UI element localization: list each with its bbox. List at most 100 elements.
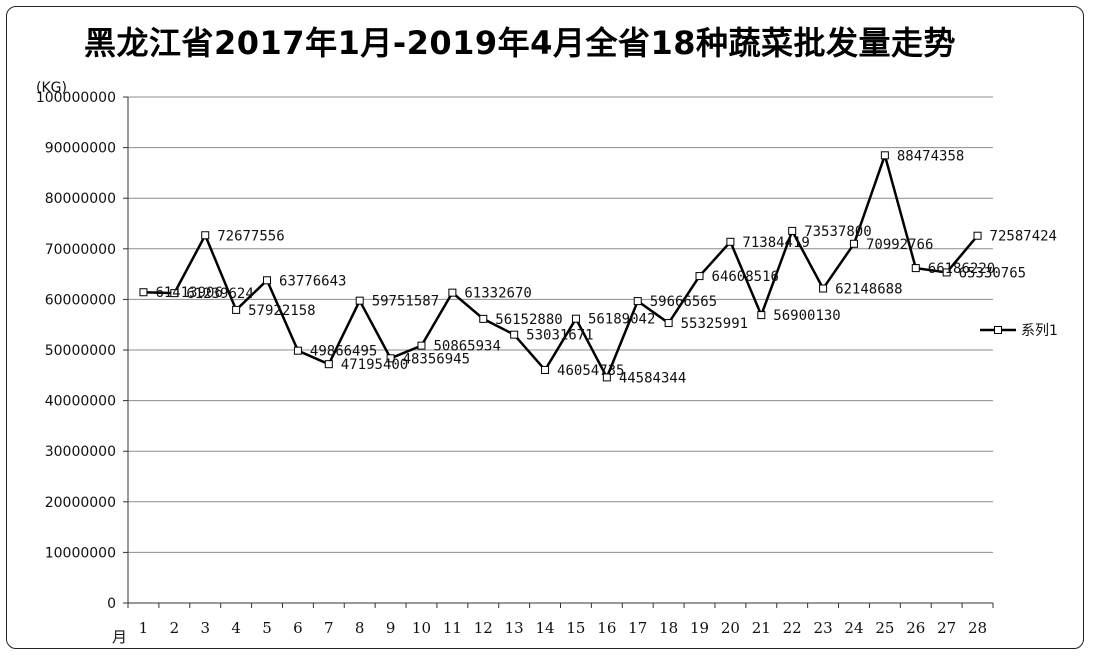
x-tick-label: 25 <box>875 619 894 637</box>
data-label: 61413906 <box>155 285 222 301</box>
x-tick-labels: 1 2 3 4 5 6 7 8 9 10 11 12 13 14 15 16 17 18 19 20 21 22 23 24 2… <box>139 619 987 637</box>
data-point-marker <box>293 346 302 355</box>
y-tick-label: 10000000 <box>45 545 116 561</box>
series-group <box>139 151 982 382</box>
y-tick-label: 100000000 <box>36 90 116 106</box>
x-tick-label: 9 <box>386 619 396 637</box>
y-tick-label: 30000000 <box>45 444 116 460</box>
x-tick-label: 10 <box>412 619 431 637</box>
x-axis-label: 月 <box>112 628 127 646</box>
data-point-marker <box>510 330 519 339</box>
x-tick-label: 21 <box>752 619 771 637</box>
legend-label: 系列1 <box>1021 323 1058 339</box>
data-label: 50865934 <box>433 339 500 355</box>
y-tick-label: 90000000 <box>45 141 116 157</box>
data-point-marker <box>139 288 148 297</box>
x-tick-label: 1 <box>139 619 149 637</box>
y-tick-label: 50000000 <box>45 343 116 359</box>
data-point-marker <box>324 360 333 369</box>
data-label: 70992766 <box>866 237 933 253</box>
data-label: 88474358 <box>897 148 964 164</box>
legend-marker-swatch <box>994 326 1002 334</box>
y-tick-label: 20000000 <box>45 495 116 511</box>
data-label: 56152880 <box>495 312 562 328</box>
y-tick-label: 80000000 <box>45 191 116 207</box>
x-tick-label: 20 <box>721 619 740 637</box>
x-tick-label: 3 <box>200 619 210 637</box>
x-tick-label: 12 <box>474 619 493 637</box>
data-label: 49866495 <box>310 344 377 360</box>
data-label: 48356945 <box>403 351 470 367</box>
data-label: 57922158 <box>248 303 315 319</box>
data-label: 61332670 <box>464 286 531 302</box>
data-point-marker <box>232 305 241 314</box>
data-point-marker <box>819 284 828 293</box>
data-point-marker <box>726 237 735 246</box>
x-tick-label: 15 <box>566 619 585 637</box>
x-tick-label: 23 <box>814 619 833 637</box>
data-point-marker <box>448 288 457 297</box>
x-tick-label: 16 <box>597 619 616 637</box>
data-point-marker <box>788 226 797 235</box>
data-point-marker <box>911 264 920 273</box>
data-point-marker <box>664 319 673 328</box>
x-tick-label: 2 <box>170 619 180 637</box>
data-label: 56189042 <box>588 312 655 328</box>
data-label: 53031671 <box>526 328 593 344</box>
gridlines <box>128 96 993 553</box>
data-point-marker <box>355 296 364 305</box>
y-tick-labels: 0 10000000 20000000 30000000 40000000 5000000… <box>36 90 116 612</box>
data-label: 71384419 <box>742 235 809 251</box>
data-label: 64608516 <box>712 269 779 285</box>
data-point-marker <box>386 354 395 363</box>
data-point-marker <box>849 239 858 248</box>
data-point-marker <box>633 297 642 306</box>
data-point-marker <box>417 341 426 350</box>
x-tick-label: 22 <box>783 619 802 637</box>
series-line <box>143 154 979 379</box>
axes <box>123 96 994 608</box>
x-tick-label: 17 <box>628 619 647 637</box>
data-label: 62148688 <box>835 282 902 298</box>
x-tick-label: 11 <box>443 619 462 637</box>
data-label: 72587424 <box>990 229 1057 245</box>
x-tick-label: 5 <box>262 619 272 637</box>
x-tick-label: 28 <box>968 619 987 637</box>
data-label: 55325991 <box>681 316 748 332</box>
x-tick-label: 6 <box>293 619 303 637</box>
data-point-marker <box>695 272 704 281</box>
data-point-marker <box>942 268 951 277</box>
y-tick-label: 70000000 <box>45 242 116 258</box>
data-point-marker <box>571 314 580 323</box>
data-point-marker <box>201 231 210 240</box>
x-tick-label: 4 <box>231 619 241 637</box>
data-label: 44584344 <box>619 370 686 386</box>
data-label: 66186220 <box>928 261 995 277</box>
data-point-marker <box>757 311 766 320</box>
y-tick-label: 40000000 <box>45 394 116 410</box>
data-label: 47195400 <box>341 357 408 373</box>
y-tick-label: 60000000 <box>45 292 116 308</box>
chart-title: 黑龙江省2017年1月-2019年4月全省18种蔬菜批发量走势 <box>84 24 956 62</box>
data-point-marker <box>541 365 550 374</box>
x-tick-label: 8 <box>355 619 365 637</box>
x-tick-label: 18 <box>659 619 678 637</box>
data-label: 59666565 <box>650 294 717 310</box>
data-point-marker <box>602 373 611 382</box>
data-label: 56900130 <box>773 308 840 324</box>
x-tick-label: 27 <box>937 619 956 637</box>
data-point-marker <box>973 231 982 240</box>
data-point-marker <box>263 276 272 285</box>
y-axis-label: (KG) <box>36 80 67 96</box>
x-tick-label: 7 <box>324 619 334 637</box>
data-label: 59751587 <box>372 294 439 310</box>
x-tick-label: 14 <box>536 619 555 637</box>
data-label: 65330765 <box>959 265 1026 281</box>
data-label: 61239624 <box>186 286 253 302</box>
data-label: 63776643 <box>279 273 346 289</box>
data-label: 73537800 <box>804 224 871 240</box>
data-label: 72677556 <box>217 228 284 244</box>
data-point-marker <box>170 289 179 298</box>
